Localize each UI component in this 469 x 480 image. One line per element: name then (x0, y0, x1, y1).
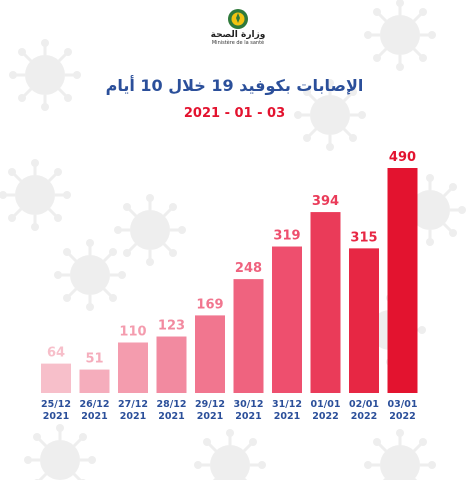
x-tick-label: 2021 (235, 411, 261, 422)
x-tick-label: 31/12 (272, 399, 302, 410)
x-tick-label: 2022 (312, 411, 338, 422)
ministry-name-arabic: وزارة الصحة (210, 30, 266, 40)
x-tick-label: 27/12 (118, 399, 148, 410)
bar (41, 363, 71, 393)
bar (79, 369, 110, 393)
x-tick-label: 2021 (81, 411, 107, 422)
bar (349, 248, 379, 393)
x-tick-label: 30/12 (234, 399, 264, 410)
bar (156, 336, 187, 393)
x-tick-label: 2021 (197, 411, 223, 422)
bar (272, 246, 302, 393)
bar-value-label: 123 (158, 319, 185, 334)
bar-value-label: 64 (47, 346, 65, 361)
x-tick-label: 01/01 (311, 399, 341, 410)
bar (118, 342, 148, 393)
x-tick-label: 2021 (120, 411, 146, 422)
bar-value-label: 110 (119, 324, 146, 339)
bar-value-label: 169 (196, 297, 223, 312)
bar (195, 315, 225, 393)
x-tick-label: 2022 (351, 411, 377, 422)
bar (310, 212, 341, 393)
x-tick-label: 02/01 (349, 399, 379, 410)
bar (233, 279, 264, 393)
ministry-emblem-icon (228, 9, 248, 29)
bar-value-label: 319 (273, 229, 300, 244)
x-tick-label: 25/12 (41, 399, 71, 410)
ministry-logo: وزارة الصحة Ministère de la santé (198, 8, 278, 64)
x-tick-label: 29/12 (195, 399, 225, 410)
x-tick-label: 2021 (43, 411, 69, 422)
ministry-name-french: Ministère de la santé (211, 40, 265, 46)
bar-value-label: 394 (312, 194, 339, 209)
chart-title: الإصابات بكوفيد 19 خلال 10 أيام (105, 76, 364, 95)
x-tick-label: 26/12 (80, 399, 110, 410)
x-tick-label: 2022 (389, 411, 415, 422)
bar-value-label: 490 (389, 150, 416, 165)
bar (387, 168, 418, 393)
x-tick-label: 28/12 (157, 399, 187, 410)
chart-date-subtitle: 2021 - 01 - 03 (183, 106, 286, 121)
bar-value-label: 51 (85, 352, 103, 367)
bar-value-label: 315 (350, 230, 377, 245)
x-tick-label: 2021 (158, 411, 184, 422)
x-tick-label: 03/01 (388, 399, 418, 410)
bar-value-label: 248 (235, 261, 262, 276)
x-tick-label: 2021 (274, 411, 300, 422)
